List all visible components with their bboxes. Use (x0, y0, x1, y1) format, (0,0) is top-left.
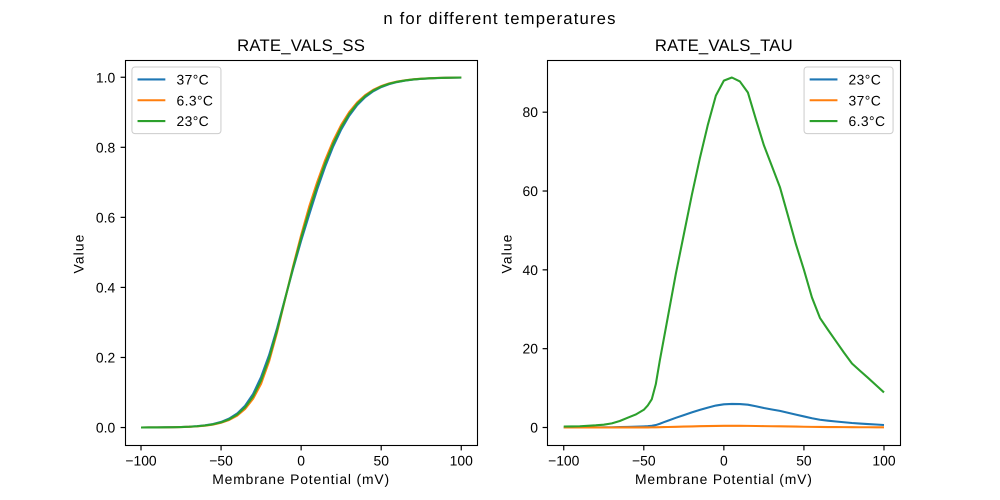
svg-text:6.3°C: 6.3°C (849, 113, 886, 129)
svg-text:1.0: 1.0 (96, 69, 116, 85)
svg-text:Membrane Potential (mV): Membrane Potential (mV) (212, 471, 390, 487)
svg-text:RATE_VALS_TAU: RATE_VALS_TAU (655, 36, 793, 55)
svg-text:6.3°C: 6.3°C (176, 92, 213, 108)
svg-text:50: 50 (796, 452, 812, 468)
svg-text:0: 0 (530, 420, 538, 436)
svg-text:−100: −100 (548, 452, 580, 468)
svg-text:40: 40 (522, 262, 538, 278)
svg-text:0: 0 (720, 452, 728, 468)
svg-text:20: 20 (522, 341, 538, 357)
svg-text:0.4: 0.4 (96, 279, 116, 295)
svg-text:n for different temperatures: n for different temperatures (383, 9, 616, 28)
svg-text:100: 100 (450, 452, 473, 468)
svg-text:0: 0 (297, 452, 305, 468)
svg-text:80: 80 (522, 104, 538, 120)
svg-text:0.8: 0.8 (96, 139, 116, 155)
svg-text:0.0: 0.0 (96, 420, 116, 436)
svg-text:−50: −50 (209, 452, 233, 468)
svg-text:−50: −50 (632, 452, 656, 468)
svg-text:37°C: 37°C (849, 92, 882, 108)
svg-text:23°C: 23°C (176, 113, 209, 129)
svg-text:100: 100 (872, 452, 895, 468)
svg-text:−100: −100 (125, 452, 157, 468)
svg-text:0.2: 0.2 (96, 349, 116, 365)
svg-text:Membrane Potential (mV): Membrane Potential (mV) (635, 471, 813, 487)
svg-text:37°C: 37°C (176, 71, 209, 87)
svg-text:60: 60 (522, 183, 538, 199)
svg-text:RATE_VALS_SS: RATE_VALS_SS (237, 36, 365, 55)
svg-text:0.6: 0.6 (96, 209, 116, 225)
svg-text:23°C: 23°C (849, 71, 882, 87)
svg-text:Value: Value (499, 234, 515, 274)
svg-text:Value: Value (70, 234, 86, 274)
svg-text:50: 50 (373, 452, 389, 468)
